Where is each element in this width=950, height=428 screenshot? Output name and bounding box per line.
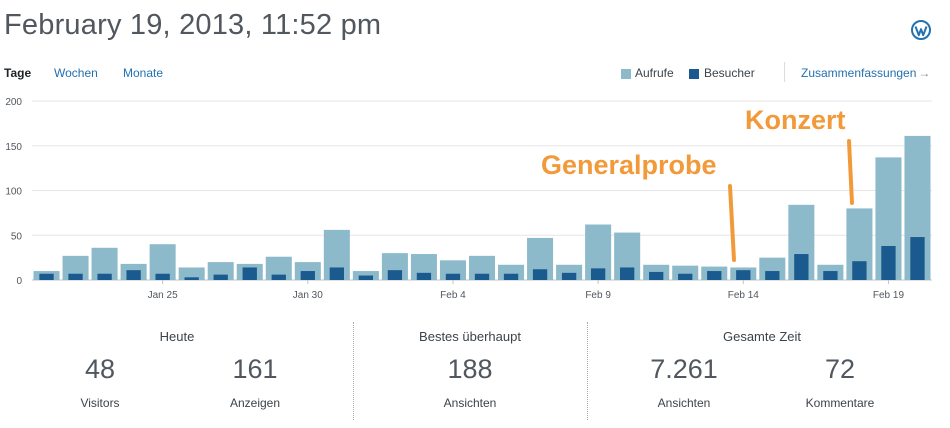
- visitors-bar: [503, 273, 519, 280]
- visitors-bar: [329, 267, 344, 280]
- visitors-bar: [387, 270, 403, 280]
- visitors-bar: [561, 272, 577, 280]
- views-bar: [265, 256, 292, 280]
- visitors-bar: [155, 273, 170, 280]
- visitors-bar: [852, 261, 867, 280]
- stats-best-value: 188: [447, 354, 493, 384]
- visitors-bar: [765, 271, 780, 280]
- y-tick-label: 100: [5, 187, 22, 198]
- visitors-bar: [532, 269, 548, 280]
- visitors-bar: [910, 237, 925, 280]
- visitors-bar: [445, 273, 461, 280]
- stats-divider: [587, 322, 588, 420]
- tab-days[interactable]: Tage: [4, 66, 32, 80]
- visitors-bar: [126, 270, 141, 280]
- stats-today-views-value: 161: [232, 354, 278, 384]
- visitors-bar: [736, 270, 751, 280]
- y-tick-label: 200: [5, 97, 22, 108]
- y-tick-label: 0: [16, 276, 22, 287]
- stats-alltime-comments-value: 72: [824, 354, 856, 384]
- visitors-bar: [474, 273, 490, 280]
- visitors-bar: [649, 271, 664, 280]
- stats-best-label: Ansichten: [443, 396, 497, 410]
- visitors-bar: [213, 274, 228, 280]
- legend-visitors-swatch: [689, 69, 699, 79]
- visitors-bar: [68, 273, 83, 280]
- stats-today-title: Heute: [159, 329, 195, 344]
- visitors-bar: [300, 271, 315, 280]
- annotation-generalprobe: Generalprobe: [541, 150, 717, 180]
- legend-visitors-label: Besucher: [704, 66, 755, 80]
- legend-divider: [784, 62, 785, 82]
- summaries-link[interactable]: Zusammenfassungen →: [801, 66, 930, 80]
- summaries-link-label: Zusammenfassungen: [801, 66, 917, 80]
- y-tick-label: 150: [5, 142, 22, 153]
- visitors-bar: [620, 267, 635, 280]
- stats-alltime-comments-label: Kommentare: [805, 396, 875, 410]
- annotation-arrow-konzert: [847, 139, 854, 205]
- stats-divider: [353, 322, 354, 420]
- x-tick-label: Feb 4: [440, 290, 466, 301]
- visitors-bar: [881, 245, 896, 280]
- stats-alltime-title: Gesamte Zeit: [722, 329, 802, 344]
- tab-weeks[interactable]: Wochen: [54, 66, 98, 80]
- stats-today-visitors-value: 48: [84, 354, 116, 384]
- stats-best-title: Bestes überhaupt: [419, 329, 521, 344]
- x-tick-label: Feb 9: [585, 290, 611, 301]
- legend-views-swatch: [621, 69, 631, 79]
- visitors-bar: [794, 254, 809, 280]
- annotation-arrow-generalprobe: [728, 184, 736, 262]
- visitors-bar: [358, 275, 374, 280]
- visitors-bar: [184, 277, 199, 280]
- legend-views-label: Aufrufe: [635, 66, 674, 80]
- visitors-bar: [39, 273, 54, 280]
- tab-months[interactable]: Monate: [123, 66, 164, 80]
- visitors-bar: [242, 267, 257, 280]
- wordpress-logo-icon[interactable]: [911, 20, 931, 40]
- visitors-bar: [678, 273, 693, 280]
- stats-alltime-views-label: Ansichten: [657, 396, 711, 410]
- stats-alltime-views-value: 7.261: [650, 354, 718, 384]
- page-title: February 19, 2013, 11:52 pm: [4, 9, 382, 41]
- x-tick-label: Jan 30: [293, 290, 323, 301]
- visitors-bar: [590, 268, 606, 280]
- arrow-right-icon: →: [918, 66, 931, 80]
- visitors-bar: [707, 271, 722, 280]
- y-tick-label: 50: [11, 231, 23, 242]
- visitors-bar: [416, 272, 432, 280]
- views-bar: [178, 267, 205, 280]
- x-tick-label: Feb 14: [728, 290, 760, 301]
- stats-today-visitors-label: Visitors: [80, 396, 120, 410]
- x-tick-label: Jan 25: [148, 290, 178, 301]
- visitors-bar: [823, 271, 838, 280]
- stats-bar-chart: 0 50 100 150 200 Jan 25 Jan 30 Feb 4 Feb 9 Feb 14…: [5, 97, 932, 301]
- annotation-konzert: Konzert: [745, 105, 846, 135]
- stats-today-views-label: Anzeigen: [229, 396, 281, 410]
- visitors-bar: [271, 274, 286, 280]
- x-tick-label: Feb 19: [873, 290, 905, 301]
- visitors-bar: [97, 273, 112, 280]
